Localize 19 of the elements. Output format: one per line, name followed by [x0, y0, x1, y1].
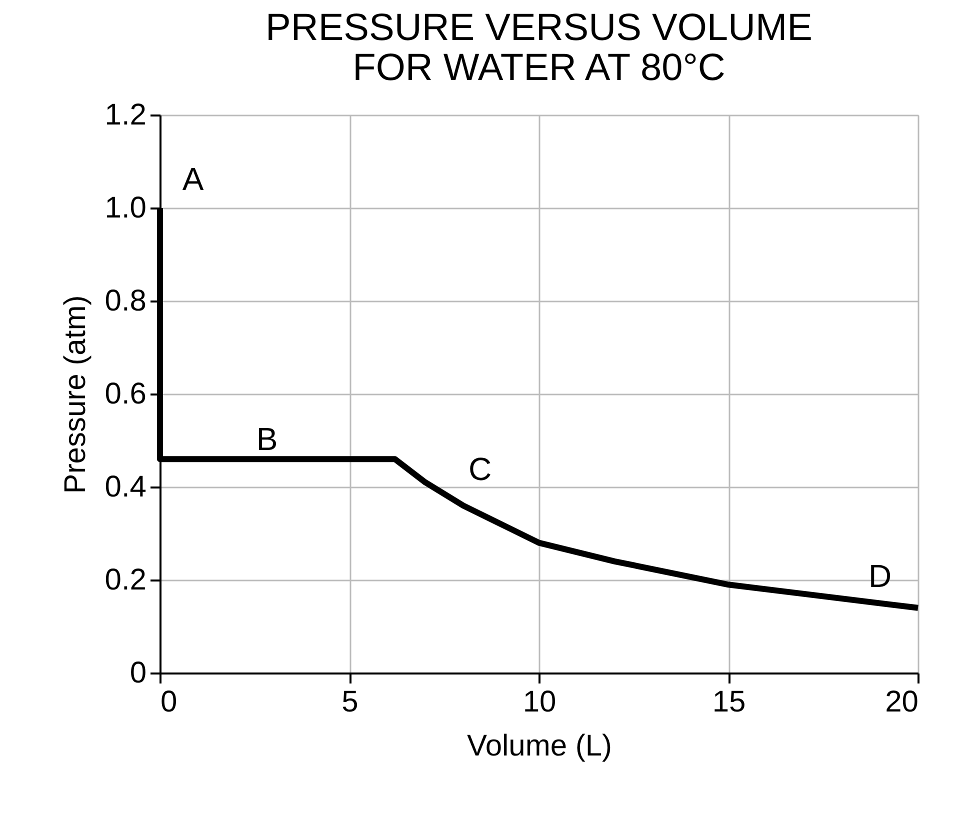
- y-tick-label: 0.4: [104, 470, 146, 504]
- annotation: B: [256, 421, 278, 457]
- y-tick-label: 0.2: [104, 564, 146, 596]
- y-tick-label: 0.8: [104, 284, 146, 318]
- x-tick-label: 5: [342, 686, 358, 718]
- chart-title: PRESSURE VERSUS VOLUME FOR WATER AT 80°C: [266, 7, 812, 89]
- x-tick-label: 20: [885, 686, 918, 718]
- annotation: C: [468, 451, 492, 487]
- y-axis-title: Pressure (atm): [58, 295, 92, 494]
- annotation: A: [182, 161, 204, 197]
- x-tick-label: 15: [712, 686, 746, 718]
- x-axis-title: Volume (L): [466, 730, 612, 762]
- x-tick-label: 10: [522, 686, 556, 718]
- y-tick-label: 0.6: [104, 378, 146, 410]
- y-tick-label: 1.2: [104, 98, 146, 132]
- y-tick-label: 0: [130, 656, 146, 690]
- x-tick-label: 0: [160, 686, 178, 718]
- y-tick-label: 1.0: [104, 192, 146, 224]
- annotation: D: [868, 558, 892, 594]
